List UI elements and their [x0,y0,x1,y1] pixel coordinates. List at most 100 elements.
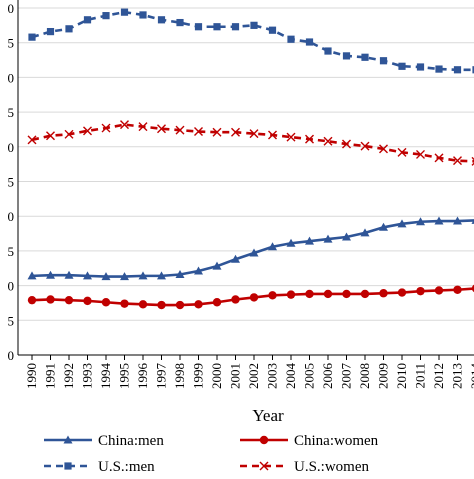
series-u-s-men [28,9,474,74]
data-point [435,65,442,72]
data-point [453,286,461,294]
series-line [32,12,474,70]
legend-label: China:women [294,433,379,449]
data-point [250,293,258,301]
data-point [83,297,91,305]
x-tick-label: 2008 [357,363,372,389]
x-tick-label: 1993 [80,363,95,389]
data-point [139,11,146,18]
x-tick-label: 2014 [468,363,474,390]
series-lines [28,9,474,310]
data-point [379,289,387,297]
data-point [102,12,109,19]
data-point [194,300,202,308]
x-tick-label: 2005 [302,363,317,389]
x-tick-label: 1997 [154,363,169,390]
data-point [213,23,220,30]
data-point [157,301,165,309]
data-point [195,23,202,30]
y-tick-label: 0 [8,140,15,155]
data-point [120,299,128,307]
data-point [417,63,424,70]
x-tick-label: 1996 [135,363,150,390]
x-tick-label: 2002 [246,363,261,389]
data-point [324,290,332,298]
x-tick-label: 2011 [413,363,428,389]
y-tick-label: 0 [8,1,15,16]
legend-entry: U.S.:women [240,459,370,474]
data-point [139,300,147,308]
data-point [260,436,268,444]
x-tick-label: 2007 [339,363,354,390]
data-point [454,66,461,73]
x-tick-label: 1998 [172,363,187,389]
x-tick-label: 1991 [43,363,58,389]
data-point [398,63,405,70]
legend-label: U.S.:women [294,459,370,474]
y-tick-label: 0 [8,279,15,294]
legend-label: China:men [98,433,164,449]
x-tick-label: 1999 [191,363,206,389]
legend-entry: China:men [44,433,164,449]
data-point [250,22,257,29]
data-point [102,298,110,306]
x-tick-label: 2012 [431,363,446,389]
legend-entry: U.S.:men [44,459,155,474]
y-tick-label: 0 [8,70,15,85]
data-point [287,290,295,298]
data-point [46,295,54,303]
data-point [361,290,369,298]
legend: China:men China:women U.S.:men U.S.:women [44,433,379,474]
x-tick-label: 2001 [228,363,243,389]
data-point [64,462,71,469]
x-tick-label: 2010 [394,363,409,389]
data-point [306,38,313,45]
data-point [65,296,73,304]
data-point [84,16,91,23]
y-tick-label: 5 [8,244,15,259]
data-point [268,291,276,299]
data-point [213,298,221,306]
x-tick-label: 2000 [209,363,224,389]
x-tick-label: 1994 [98,363,113,390]
data-point [342,290,350,298]
series-china-men [28,216,474,280]
data-point [361,54,368,61]
data-point [324,47,331,54]
data-point [158,16,165,23]
legend-label: U.S.:men [98,459,155,474]
data-point [416,287,424,295]
x-tick-label: 1992 [61,363,76,389]
y-tick-label: 5 [8,36,15,51]
data-point [28,34,35,41]
data-point [231,295,239,303]
data-point [287,36,294,43]
series-china-women [28,284,474,309]
axes [18,0,474,360]
y-tick-label: 5 [8,175,15,190]
y-tick-label: 5 [8,313,15,328]
x-tick-label: 2003 [265,363,280,389]
data-point [343,52,350,59]
series-line [32,220,474,276]
data-point [232,23,239,30]
x-tick-label: 1990 [24,363,39,389]
x-tick-label: 2013 [450,363,465,389]
y-tick-label: 0 [8,209,15,224]
legend-entry: China:women [240,433,379,449]
data-point [121,9,128,16]
data-point [305,290,313,298]
x-tick-label: 1995 [117,363,132,389]
y-tick-label: 5 [8,105,15,120]
data-point [47,28,54,35]
x-axis-title: Year [252,406,284,425]
data-point [269,27,276,34]
series-u-s-women [28,121,474,166]
series-line [32,125,474,162]
x-tick-label: 2004 [283,363,298,390]
data-point [176,301,184,309]
data-point [380,57,387,64]
